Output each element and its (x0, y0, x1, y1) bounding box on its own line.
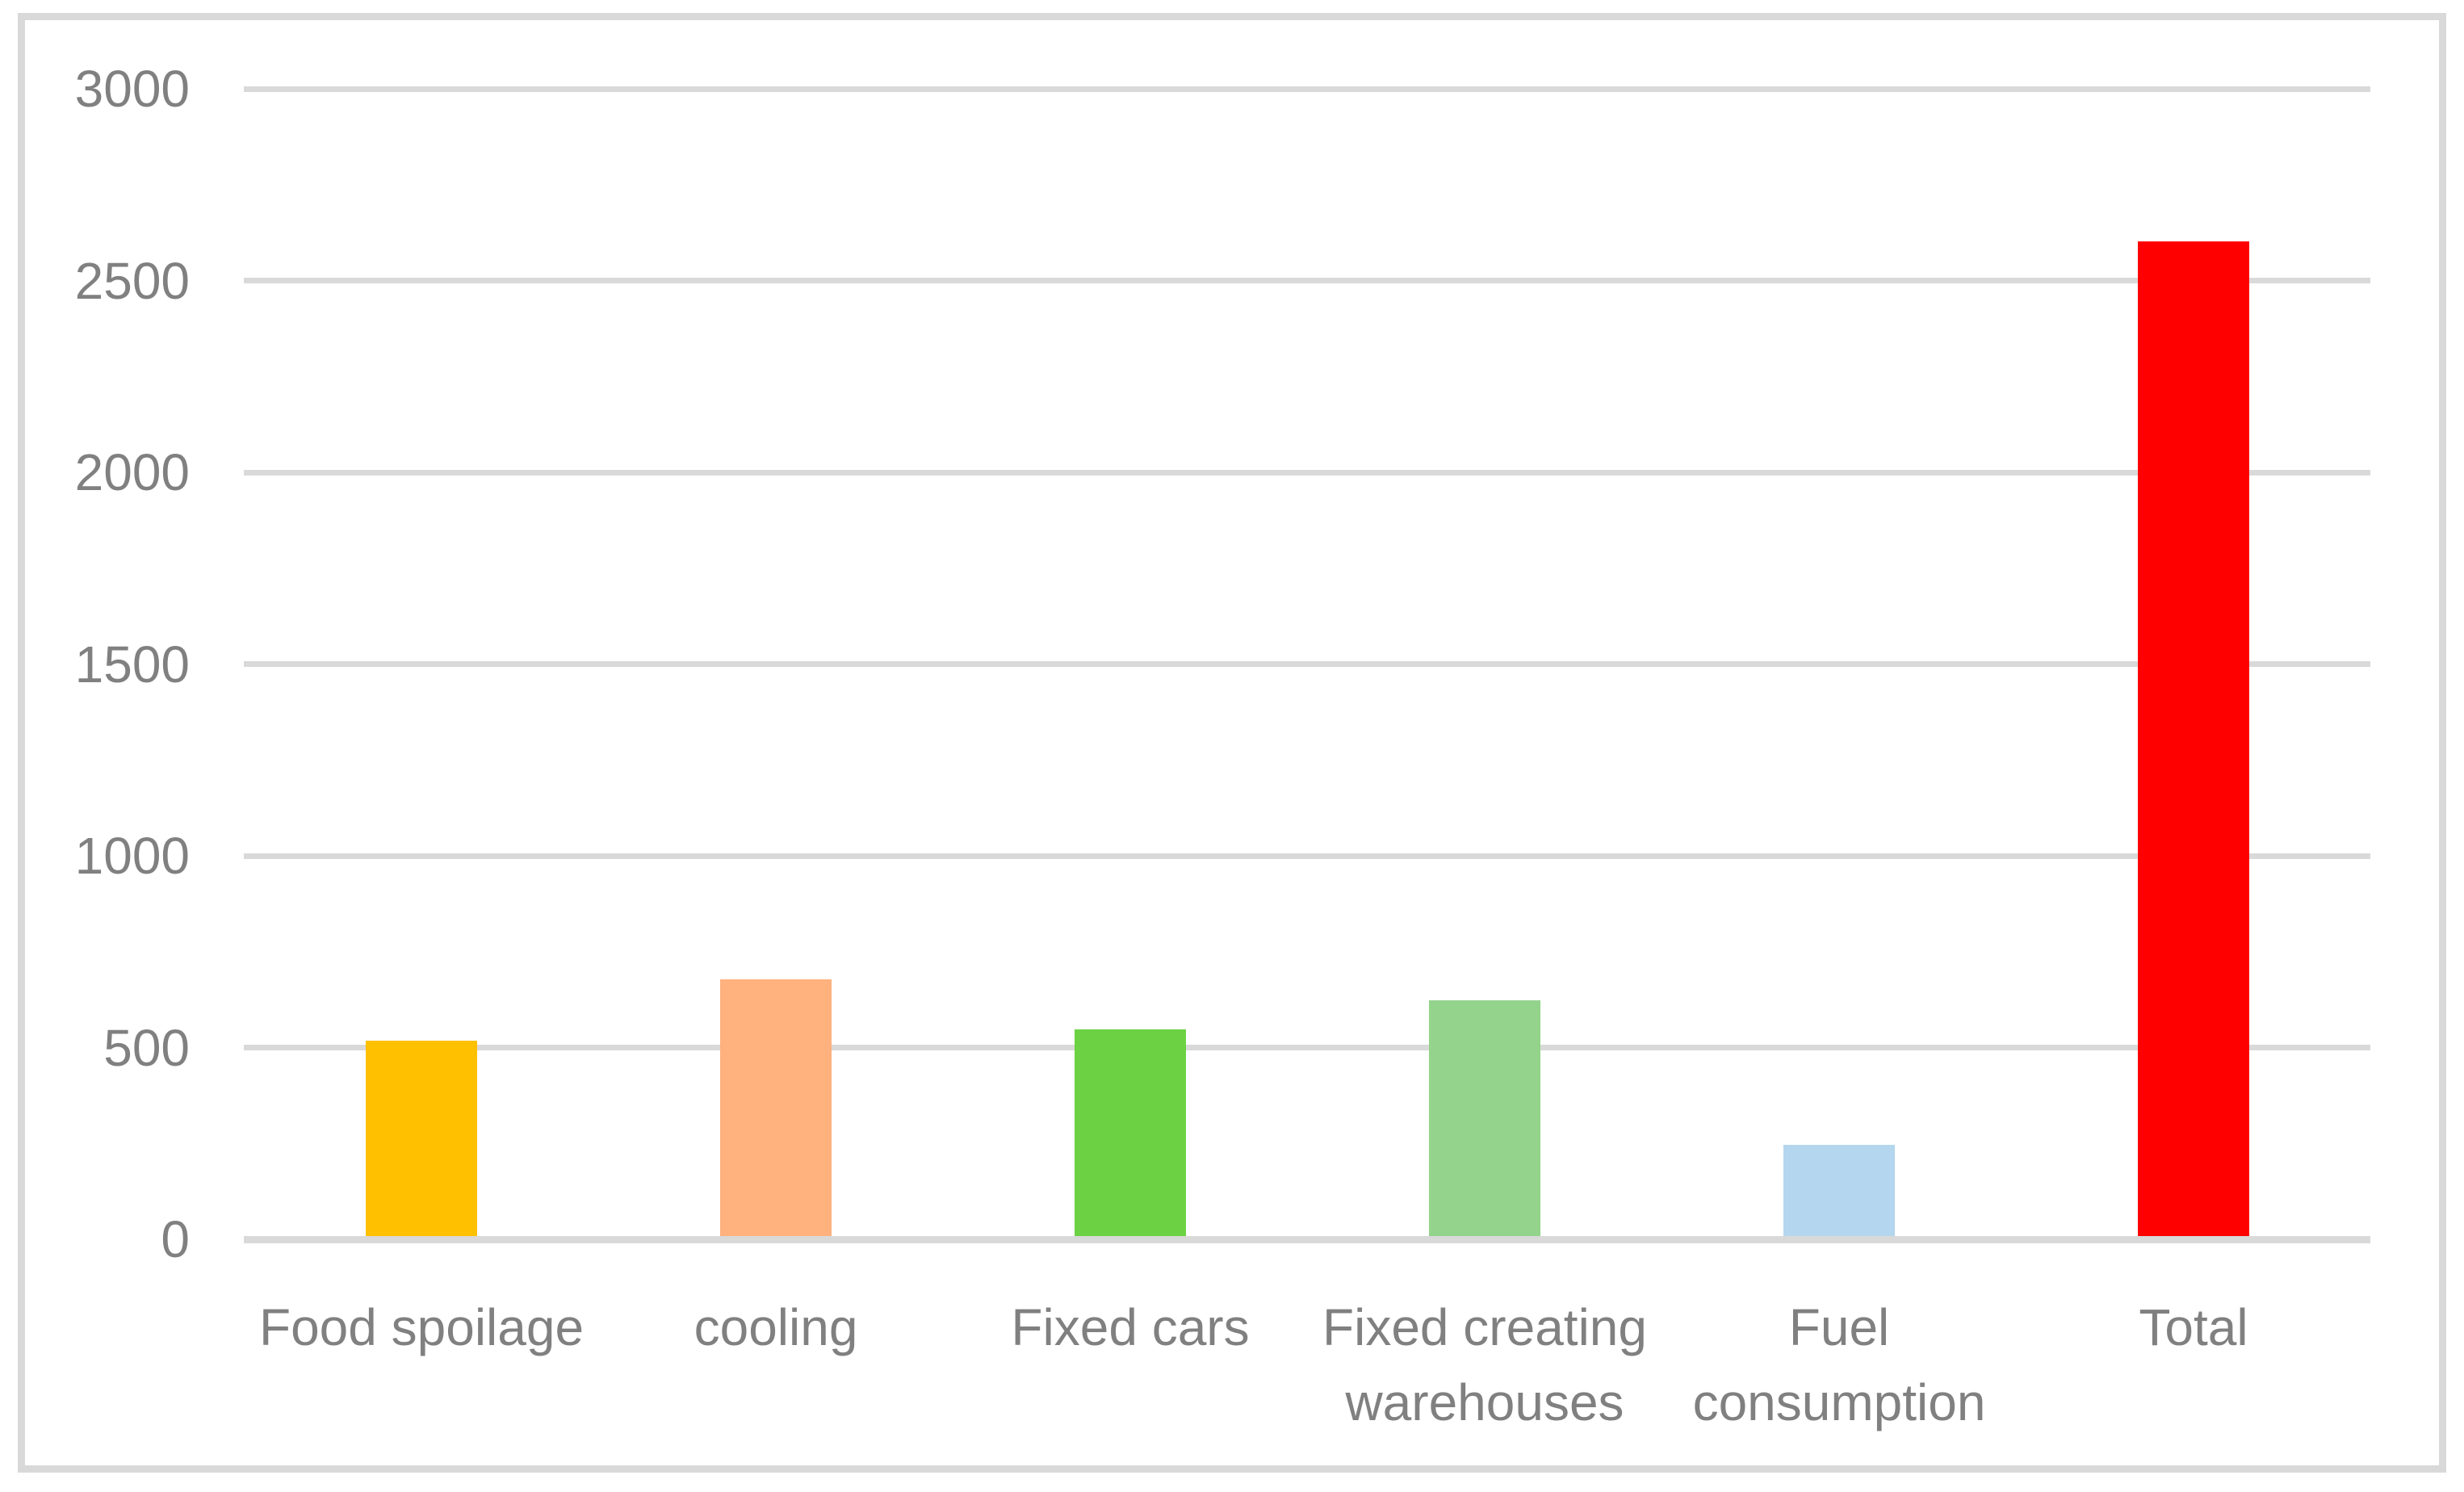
gridline (244, 661, 2370, 667)
bar-fuel-consumption (1783, 1145, 1895, 1236)
gridline (244, 469, 2370, 476)
y-axis-tick-label: 0 (161, 1210, 190, 1268)
x-axis-category-label: Fixed cars (1011, 1298, 1250, 1356)
x-axis-line (244, 1235, 2370, 1243)
x-axis-category-label: Fuel consumption (1692, 1298, 1986, 1431)
y-axis-tick-label: 1500 (74, 635, 190, 694)
gridline (244, 1045, 2370, 1050)
gridline (244, 86, 2370, 92)
x-axis-category-label: cooling (694, 1298, 858, 1356)
gridline (244, 278, 2370, 283)
y-axis-tick-label: 1000 (74, 827, 190, 885)
x-axis-category-label: Total (2139, 1298, 2248, 1356)
bar-cooling (720, 979, 832, 1236)
y-axis-tick-label: 2500 (74, 251, 190, 310)
bar-fixed-creating-warehouses (1429, 1000, 1540, 1236)
x-axis-category-label: Food spoilage (258, 1298, 585, 1356)
bar-total (2138, 241, 2249, 1236)
gridline (244, 853, 2370, 859)
y-axis-tick-label: 2000 (74, 443, 190, 501)
x-axis-category-label: Fixed creating warehouses (1322, 1298, 1647, 1431)
y-axis-tick-label: 500 (103, 1018, 190, 1077)
bar-fixed-cars (1075, 1029, 1186, 1236)
chart-frame (18, 13, 2446, 1473)
y-axis-tick-label: 3000 (74, 60, 190, 118)
bar-food-spoilage (366, 1041, 477, 1236)
